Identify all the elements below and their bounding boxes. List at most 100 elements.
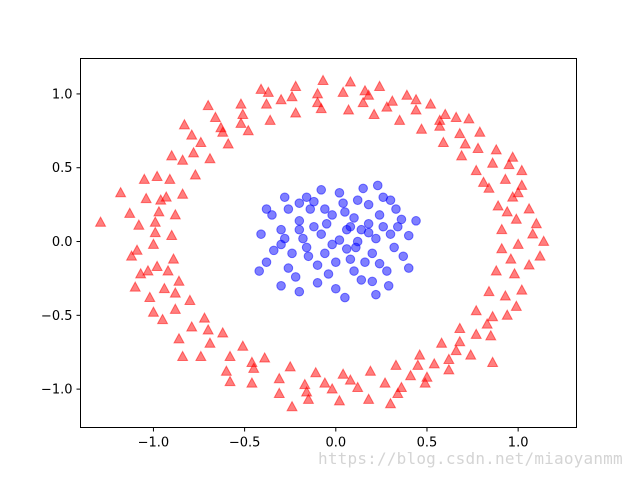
red-triangle-point bbox=[395, 381, 408, 393]
red-triangle-point bbox=[184, 294, 196, 305]
red-triangle-point bbox=[459, 137, 472, 149]
red-triangle-point bbox=[454, 322, 466, 334]
red-triangle-point bbox=[450, 111, 462, 122]
blue-circle-point bbox=[363, 227, 374, 238]
red-triangle-point bbox=[286, 90, 298, 102]
blue-circle-point bbox=[352, 195, 363, 205]
red-triangle-point bbox=[176, 188, 189, 199]
red-triangle-point bbox=[275, 93, 287, 105]
red-triangle-point bbox=[138, 173, 151, 184]
blue-circle-point bbox=[309, 221, 319, 232]
red-triangle-point bbox=[450, 344, 462, 356]
red-triangle-point bbox=[299, 378, 311, 390]
red-triangle-point bbox=[202, 99, 214, 111]
red-triangle-point bbox=[273, 387, 286, 398]
red-triangle-point bbox=[490, 143, 503, 155]
blue-circle-point bbox=[301, 192, 312, 203]
red-triangle-point bbox=[300, 385, 313, 397]
blue-circle-point bbox=[283, 263, 294, 273]
blue-circle-point bbox=[371, 233, 381, 244]
y-tick-label: −1.0 bbox=[41, 383, 73, 398]
red-triangle-point bbox=[167, 252, 180, 264]
red-triangle-point bbox=[131, 244, 143, 255]
blue-circle-point bbox=[334, 235, 345, 245]
red-triangle-point bbox=[140, 192, 152, 204]
red-triangle-point bbox=[284, 360, 296, 372]
blue-circle-point bbox=[383, 281, 394, 291]
red-triangle-point bbox=[499, 173, 512, 184]
red-triangle-point bbox=[512, 238, 524, 249]
x-tick-label: −1.0 bbox=[138, 436, 170, 451]
blue-circle-point bbox=[398, 251, 409, 262]
blue-circle-point bbox=[367, 248, 378, 259]
red-triangle-point bbox=[506, 151, 519, 162]
red-triangle-point bbox=[412, 359, 424, 370]
y-axis-ticks: −1.0 −0.5 0.0 0.5 1.0 bbox=[41, 87, 81, 398]
blue-circle-point bbox=[279, 192, 290, 203]
red-triangle-point bbox=[204, 337, 216, 348]
points-layer bbox=[94, 74, 550, 412]
red-triangle-point bbox=[286, 400, 298, 412]
blue-circle-point bbox=[316, 185, 327, 195]
red-triangle-point bbox=[173, 275, 185, 286]
red-triangle-point bbox=[264, 114, 276, 125]
blue-circle-point bbox=[276, 224, 286, 235]
red-triangle-point bbox=[202, 323, 214, 335]
red-triangle-point bbox=[439, 108, 451, 119]
red-triangle-point bbox=[235, 98, 247, 109]
red-triangle-point bbox=[534, 250, 546, 261]
blue-circle-point bbox=[396, 214, 407, 225]
red-triangle-point bbox=[94, 216, 107, 227]
blue-circle-point bbox=[256, 229, 266, 239]
blue-circle-point bbox=[349, 266, 359, 276]
red-triangle-point bbox=[147, 238, 160, 249]
blue-circle-point bbox=[367, 276, 378, 287]
red-triangle-point bbox=[437, 136, 450, 148]
red-triangle-point bbox=[390, 359, 402, 370]
red-triangle-point bbox=[289, 80, 302, 91]
red-triangle-point bbox=[373, 80, 386, 91]
blue-circle-point bbox=[327, 239, 337, 250]
red-triangle-point bbox=[237, 108, 249, 119]
red-triangle-point bbox=[149, 226, 162, 238]
red-triangle-point bbox=[258, 351, 271, 363]
y-tick-label: 1.0 bbox=[52, 87, 73, 102]
red-triangle-point bbox=[319, 376, 331, 388]
red-triangle-point bbox=[123, 207, 136, 218]
red-triangle-point bbox=[362, 393, 375, 404]
blue-circle-point bbox=[276, 281, 286, 291]
red-triangle-point bbox=[198, 312, 211, 323]
red-triangle-point bbox=[195, 136, 207, 148]
red-triangle-point bbox=[160, 190, 172, 202]
red-triangle-point bbox=[537, 235, 550, 246]
red-triangle-point bbox=[386, 95, 399, 106]
red-triangle-point bbox=[384, 397, 397, 409]
red-triangle-point bbox=[209, 111, 222, 122]
red-triangle-point bbox=[311, 96, 324, 108]
blue-circle-point bbox=[267, 210, 277, 220]
red-triangle-point bbox=[149, 216, 162, 227]
red-triangle-point bbox=[169, 303, 182, 314]
red-triangle-point bbox=[337, 368, 349, 379]
red-triangle-point bbox=[443, 363, 455, 375]
blue-circle-point bbox=[330, 283, 341, 294]
red-triangle-point bbox=[454, 127, 466, 139]
red-triangle-point bbox=[311, 87, 324, 99]
red-triangle-point bbox=[178, 118, 191, 130]
red-triangle-point bbox=[455, 149, 468, 161]
red-triangle-point bbox=[443, 353, 455, 364]
blue-circle-point bbox=[290, 272, 301, 282]
blue-circle-point bbox=[279, 233, 290, 244]
blue-circle-point bbox=[385, 229, 396, 239]
blue-circle-point bbox=[358, 183, 368, 194]
red-triangle-point bbox=[147, 306, 160, 317]
red-triangle-point bbox=[189, 168, 202, 180]
red-triangle-point bbox=[216, 326, 229, 338]
red-triangle-point bbox=[317, 74, 329, 86]
red-triangle-point bbox=[134, 267, 147, 279]
red-triangle-point bbox=[337, 86, 349, 97]
red-triangle-point bbox=[470, 328, 482, 339]
red-triangle-point bbox=[204, 152, 216, 164]
blue-circle-point bbox=[303, 251, 314, 262]
red-triangle-point bbox=[474, 126, 486, 137]
